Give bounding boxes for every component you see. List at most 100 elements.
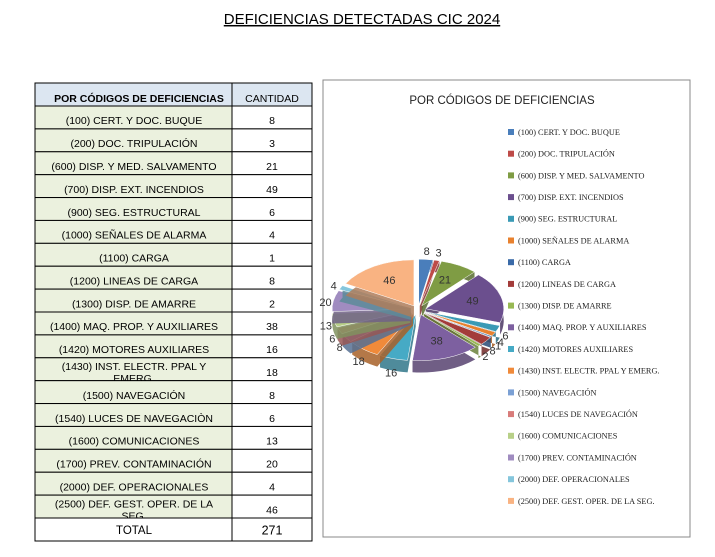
slice-top	[425, 311, 501, 332]
slice-top	[418, 258, 434, 306]
count-value: 8	[269, 275, 275, 287]
code-label: (1000) SEÑALES DE ALARMA	[62, 229, 207, 242]
legend-swatch	[508, 150, 514, 157]
pie-slice	[345, 259, 415, 318]
count-value: 18	[266, 367, 278, 379]
data-label: 4	[498, 337, 504, 349]
data-label: 1	[495, 340, 501, 352]
legend-swatch	[508, 324, 514, 331]
data-label: 3	[435, 247, 441, 259]
legend-label: (1700) PREV. CONTAMINACIÓN	[518, 452, 637, 462]
slice-top	[424, 312, 496, 337]
code-label: (2000) DEF. OPERACIONALES	[60, 481, 209, 493]
legend-swatch	[508, 346, 514, 352]
count-value: 6	[269, 413, 275, 425]
data-label: 13	[320, 320, 332, 332]
legend-swatch	[508, 259, 514, 266]
data-label: 8	[424, 246, 430, 258]
count-value: 38	[266, 321, 278, 333]
data-label: 6	[329, 333, 335, 345]
legend-swatch	[508, 432, 514, 439]
slice-side	[352, 313, 413, 367]
slice-top	[424, 312, 493, 338]
legend-swatch	[508, 389, 514, 396]
code-label: (200) DOC. TRIPULACIÓN	[71, 137, 198, 150]
data-label: 8	[337, 342, 343, 354]
code-label: (1540) LUCES DE NAVEGACIÒN	[55, 412, 213, 425]
legend-label: (2000) DEF. OPERACIONALES	[518, 475, 630, 484]
data-label: 38	[430, 335, 442, 347]
legend-label: (1540) LUCES DE NAVEGACIÓN	[518, 409, 638, 419]
legend-swatch	[508, 237, 514, 244]
code-label: (900) SEG. ESTRUCTURAL	[67, 207, 200, 219]
legend-label: (1430) INST. ELECTR. PPAL Y EMERG.	[518, 367, 660, 376]
legend-label: (1600) COMUNICACIONES	[518, 432, 618, 441]
code-label: (1600) COMUNICACIONES	[69, 436, 200, 448]
data-label: 21	[439, 275, 451, 287]
code-label: (1420) MOTORES AUXILIARES	[59, 344, 209, 356]
count-value: 8	[269, 390, 275, 402]
code-label: (1500) NAVEGACIÓN	[83, 389, 186, 402]
data-label: 18	[352, 356, 364, 368]
count-value: 21	[266, 161, 278, 173]
count-value: 46	[266, 504, 278, 516]
legend-swatch	[508, 302, 514, 309]
data-label: 2	[482, 351, 488, 363]
code-label: (100) CERT. Y DOC. BUQUE	[66, 115, 203, 127]
count-value: 13	[266, 436, 278, 448]
legend-swatch	[508, 129, 514, 135]
pie-slice	[418, 258, 434, 318]
slice-top	[345, 259, 415, 307]
code-label: (700) DISP. EXT. INCENDIOS	[64, 184, 204, 196]
legend-label: (1200) LINEAS DE CARGA	[518, 280, 616, 289]
slice-top	[412, 314, 476, 361]
legend-swatch	[508, 476, 514, 483]
legend-swatch	[508, 454, 514, 461]
legend-swatch	[508, 367, 514, 374]
total-value: 271	[262, 523, 283, 537]
count-value: 4	[269, 230, 275, 242]
count-value: 2	[269, 298, 275, 310]
legend-label: (900) SEG. ESTRUCTURAL	[518, 215, 617, 224]
code-label: (1300) DISP. DE AMARRE	[72, 298, 196, 310]
total-cell	[231, 517, 313, 542]
slice-top	[424, 312, 491, 345]
count-value: 8	[269, 115, 275, 127]
header-label: CANTIDAD	[245, 93, 299, 105]
legend-label: (700) DISP. EXT. INCENDIOS	[518, 193, 624, 202]
total-label: TOTAL	[116, 525, 153, 537]
legend-label: (1420) MOTORES AUXILIARES	[518, 345, 633, 354]
slice-side	[332, 290, 411, 324]
legend-label: (600) DISP. Y MED. SALVAMENTO	[518, 171, 644, 180]
legend-label: (200) DOC. TRIPULACIÓN	[518, 149, 615, 159]
header-label: POR CÓDIGOS DE DEFICIENCIAS	[54, 92, 224, 105]
slice-top	[421, 260, 476, 307]
data-label: 6	[502, 331, 508, 343]
code-label: (1200) LINEAS DE CARGA	[70, 275, 198, 287]
count-value: 16	[266, 344, 278, 356]
legend-label: (1000) SEÑALES DE ALARMA	[518, 235, 629, 245]
legend-label: (2500) DEF. GEST. OPER. DE LA SEG.	[518, 497, 655, 506]
legend-label: (1300) DISP. DE AMARRE	[518, 302, 612, 311]
page-title: DEFICIENCIAS DETECTADAS CIC 2024	[224, 11, 500, 28]
legend-swatch	[508, 215, 514, 222]
data-label: 20	[319, 297, 331, 309]
legend-swatch	[508, 194, 514, 201]
count-value: 3	[269, 138, 275, 150]
legend-swatch	[508, 280, 514, 287]
slice-top	[423, 313, 482, 347]
code-label: (600) DISP. Y MED. SALVAMENTO	[51, 161, 216, 173]
legend-swatch	[508, 411, 514, 418]
slice-top	[425, 274, 504, 323]
count-value: 6	[269, 207, 275, 219]
legend-label: (1400) MAQ. PROP. Y AUXILIARES	[518, 323, 647, 332]
count-value: 1	[269, 253, 275, 265]
pie-slice	[412, 314, 476, 373]
data-label: 4	[331, 280, 337, 292]
code-label: (1700) PREV. CONTAMINACIÓN	[56, 458, 211, 471]
code-label: (1400) MAQ. PROP. Y AUXILIARES	[50, 321, 218, 333]
count-value: 20	[266, 459, 278, 471]
pie-slice	[419, 259, 440, 318]
data-label: 46	[383, 275, 395, 287]
data-label: 16	[385, 367, 397, 379]
